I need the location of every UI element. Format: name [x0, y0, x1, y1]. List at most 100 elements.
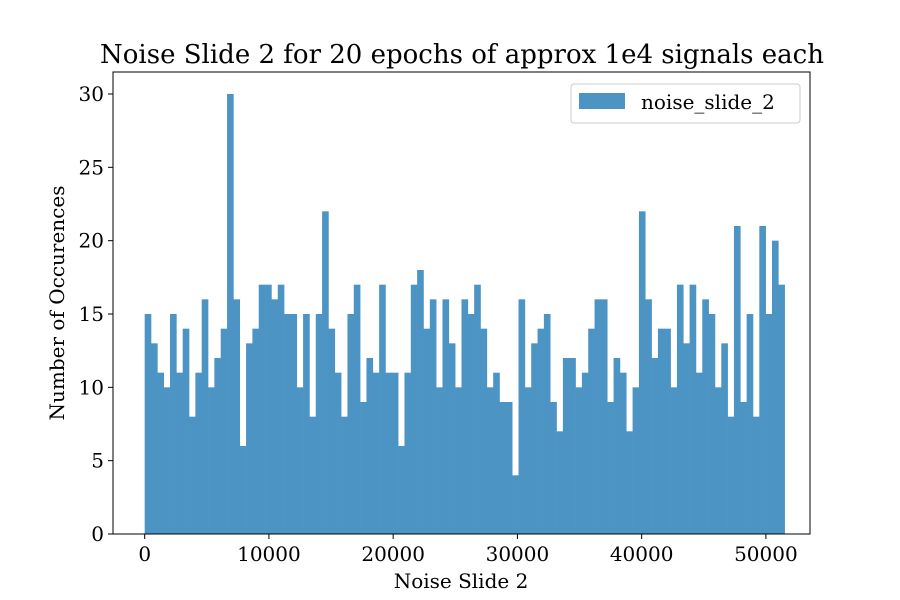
histogram-bar	[733, 226, 741, 534]
histogram-bar	[512, 475, 519, 534]
histogram-bar	[619, 372, 627, 534]
y-tick-label: 5	[91, 449, 104, 473]
y-axis-ticks: 0 5 10 15 20 25 30	[79, 82, 113, 546]
histogram-bar	[771, 240, 779, 534]
histogram-bar	[144, 314, 152, 534]
histogram-bar	[683, 343, 690, 534]
histogram-bar	[493, 372, 500, 534]
histogram-bar	[258, 284, 266, 534]
histogram-bar	[227, 94, 234, 534]
histogram-bar	[372, 372, 380, 534]
histogram-bar	[588, 328, 595, 534]
histogram-bar	[759, 226, 766, 534]
x-axis-ticks: 0 10000 20000 30000 40000 50000	[138, 534, 798, 566]
x-tick-label: 40000	[610, 542, 674, 566]
histogram-bar	[651, 358, 659, 534]
histogram-bar	[201, 299, 209, 534]
histogram-bar	[322, 211, 329, 535]
histogram-bar	[423, 328, 431, 534]
histogram-bar	[315, 314, 323, 534]
legend-label: noise_slide_2	[641, 90, 775, 114]
histogram-bar	[645, 299, 652, 534]
histogram-bar	[778, 284, 785, 534]
histogram-bar	[208, 387, 215, 534]
histogram-bar	[328, 328, 336, 534]
histogram-bar	[182, 328, 190, 534]
histogram-bar	[721, 343, 728, 534]
histogram-bar	[537, 328, 545, 534]
y-axis-label: Number of Occurences	[45, 186, 69, 421]
histogram-bar	[670, 387, 678, 534]
histogram-bar	[607, 402, 614, 534]
histogram-bar	[157, 372, 164, 534]
histogram-bar	[518, 299, 526, 534]
histogram-bar	[531, 343, 538, 534]
histogram-bar	[689, 284, 697, 534]
y-tick-label: 15	[79, 302, 104, 326]
histogram-bar	[695, 372, 703, 534]
histogram-bar	[366, 358, 374, 534]
histogram-bar	[429, 299, 437, 534]
histogram-bar	[290, 314, 298, 534]
histogram-bar	[233, 299, 241, 534]
histogram-bar	[474, 284, 481, 534]
histogram-bar	[505, 402, 513, 534]
x-tick-label: 0	[138, 542, 151, 566]
histogram-bar	[562, 358, 570, 534]
y-tick-label: 20	[79, 229, 104, 253]
histogram-bar	[613, 358, 621, 534]
legend-swatch	[579, 93, 625, 109]
histogram-bar	[626, 431, 633, 534]
histogram-bar	[765, 314, 773, 534]
plot-frame	[112, 71, 811, 535]
histogram-bar	[556, 431, 564, 534]
y-tick-label: 30	[79, 82, 104, 106]
histogram-bar	[543, 314, 551, 534]
histogram-bar	[550, 402, 557, 534]
histogram-bar	[334, 372, 342, 534]
histogram-bar	[461, 299, 469, 534]
histogram-bar	[398, 446, 405, 534]
histogram-bar	[486, 387, 494, 534]
histogram-bar	[246, 343, 253, 534]
histogram-bar	[638, 211, 646, 535]
histogram-bar	[569, 358, 576, 534]
histogram-bar	[303, 314, 310, 534]
histogram-bar	[480, 328, 488, 534]
histogram-bar	[296, 387, 304, 534]
histogram-bar	[239, 446, 247, 534]
histogram-bar	[385, 372, 393, 534]
histogram-bar	[379, 284, 386, 534]
histogram-bar	[740, 402, 747, 534]
x-tick-label: 50000	[734, 542, 798, 566]
histogram-bar	[664, 328, 671, 534]
histogram-bar	[265, 284, 272, 534]
histogram-bar	[581, 372, 589, 534]
x-tick-label: 30000	[486, 542, 550, 566]
histogram-bar	[163, 387, 171, 534]
chart-title: Noise Slide 2 for 20 epochs of approx 1e…	[100, 40, 824, 70]
histogram-bar	[702, 299, 709, 534]
histogram-bar	[151, 343, 158, 534]
histogram-bar	[499, 402, 507, 534]
histogram-bar	[467, 314, 475, 534]
histogram-bar	[214, 358, 222, 534]
legend-frame	[570, 83, 801, 124]
histogram-bar	[271, 299, 279, 534]
histogram-bar	[353, 284, 361, 534]
histogram-bar	[632, 387, 640, 534]
histogram-bar	[752, 416, 760, 534]
histogram-bar	[277, 284, 285, 534]
histogram-bar	[417, 270, 424, 534]
histogram-bar	[714, 387, 722, 534]
histogram-bar	[284, 314, 291, 534]
y-tick-label: 10	[79, 375, 104, 399]
histogram-bar	[575, 387, 583, 534]
histogram-bar	[309, 416, 317, 534]
histogram-bar	[600, 299, 608, 534]
histogram-bar	[220, 328, 228, 534]
histogram-bar	[657, 328, 665, 534]
legend: noise_slide_2	[570, 83, 801, 124]
histogram-bar	[391, 372, 399, 534]
histogram-bar	[676, 284, 684, 534]
